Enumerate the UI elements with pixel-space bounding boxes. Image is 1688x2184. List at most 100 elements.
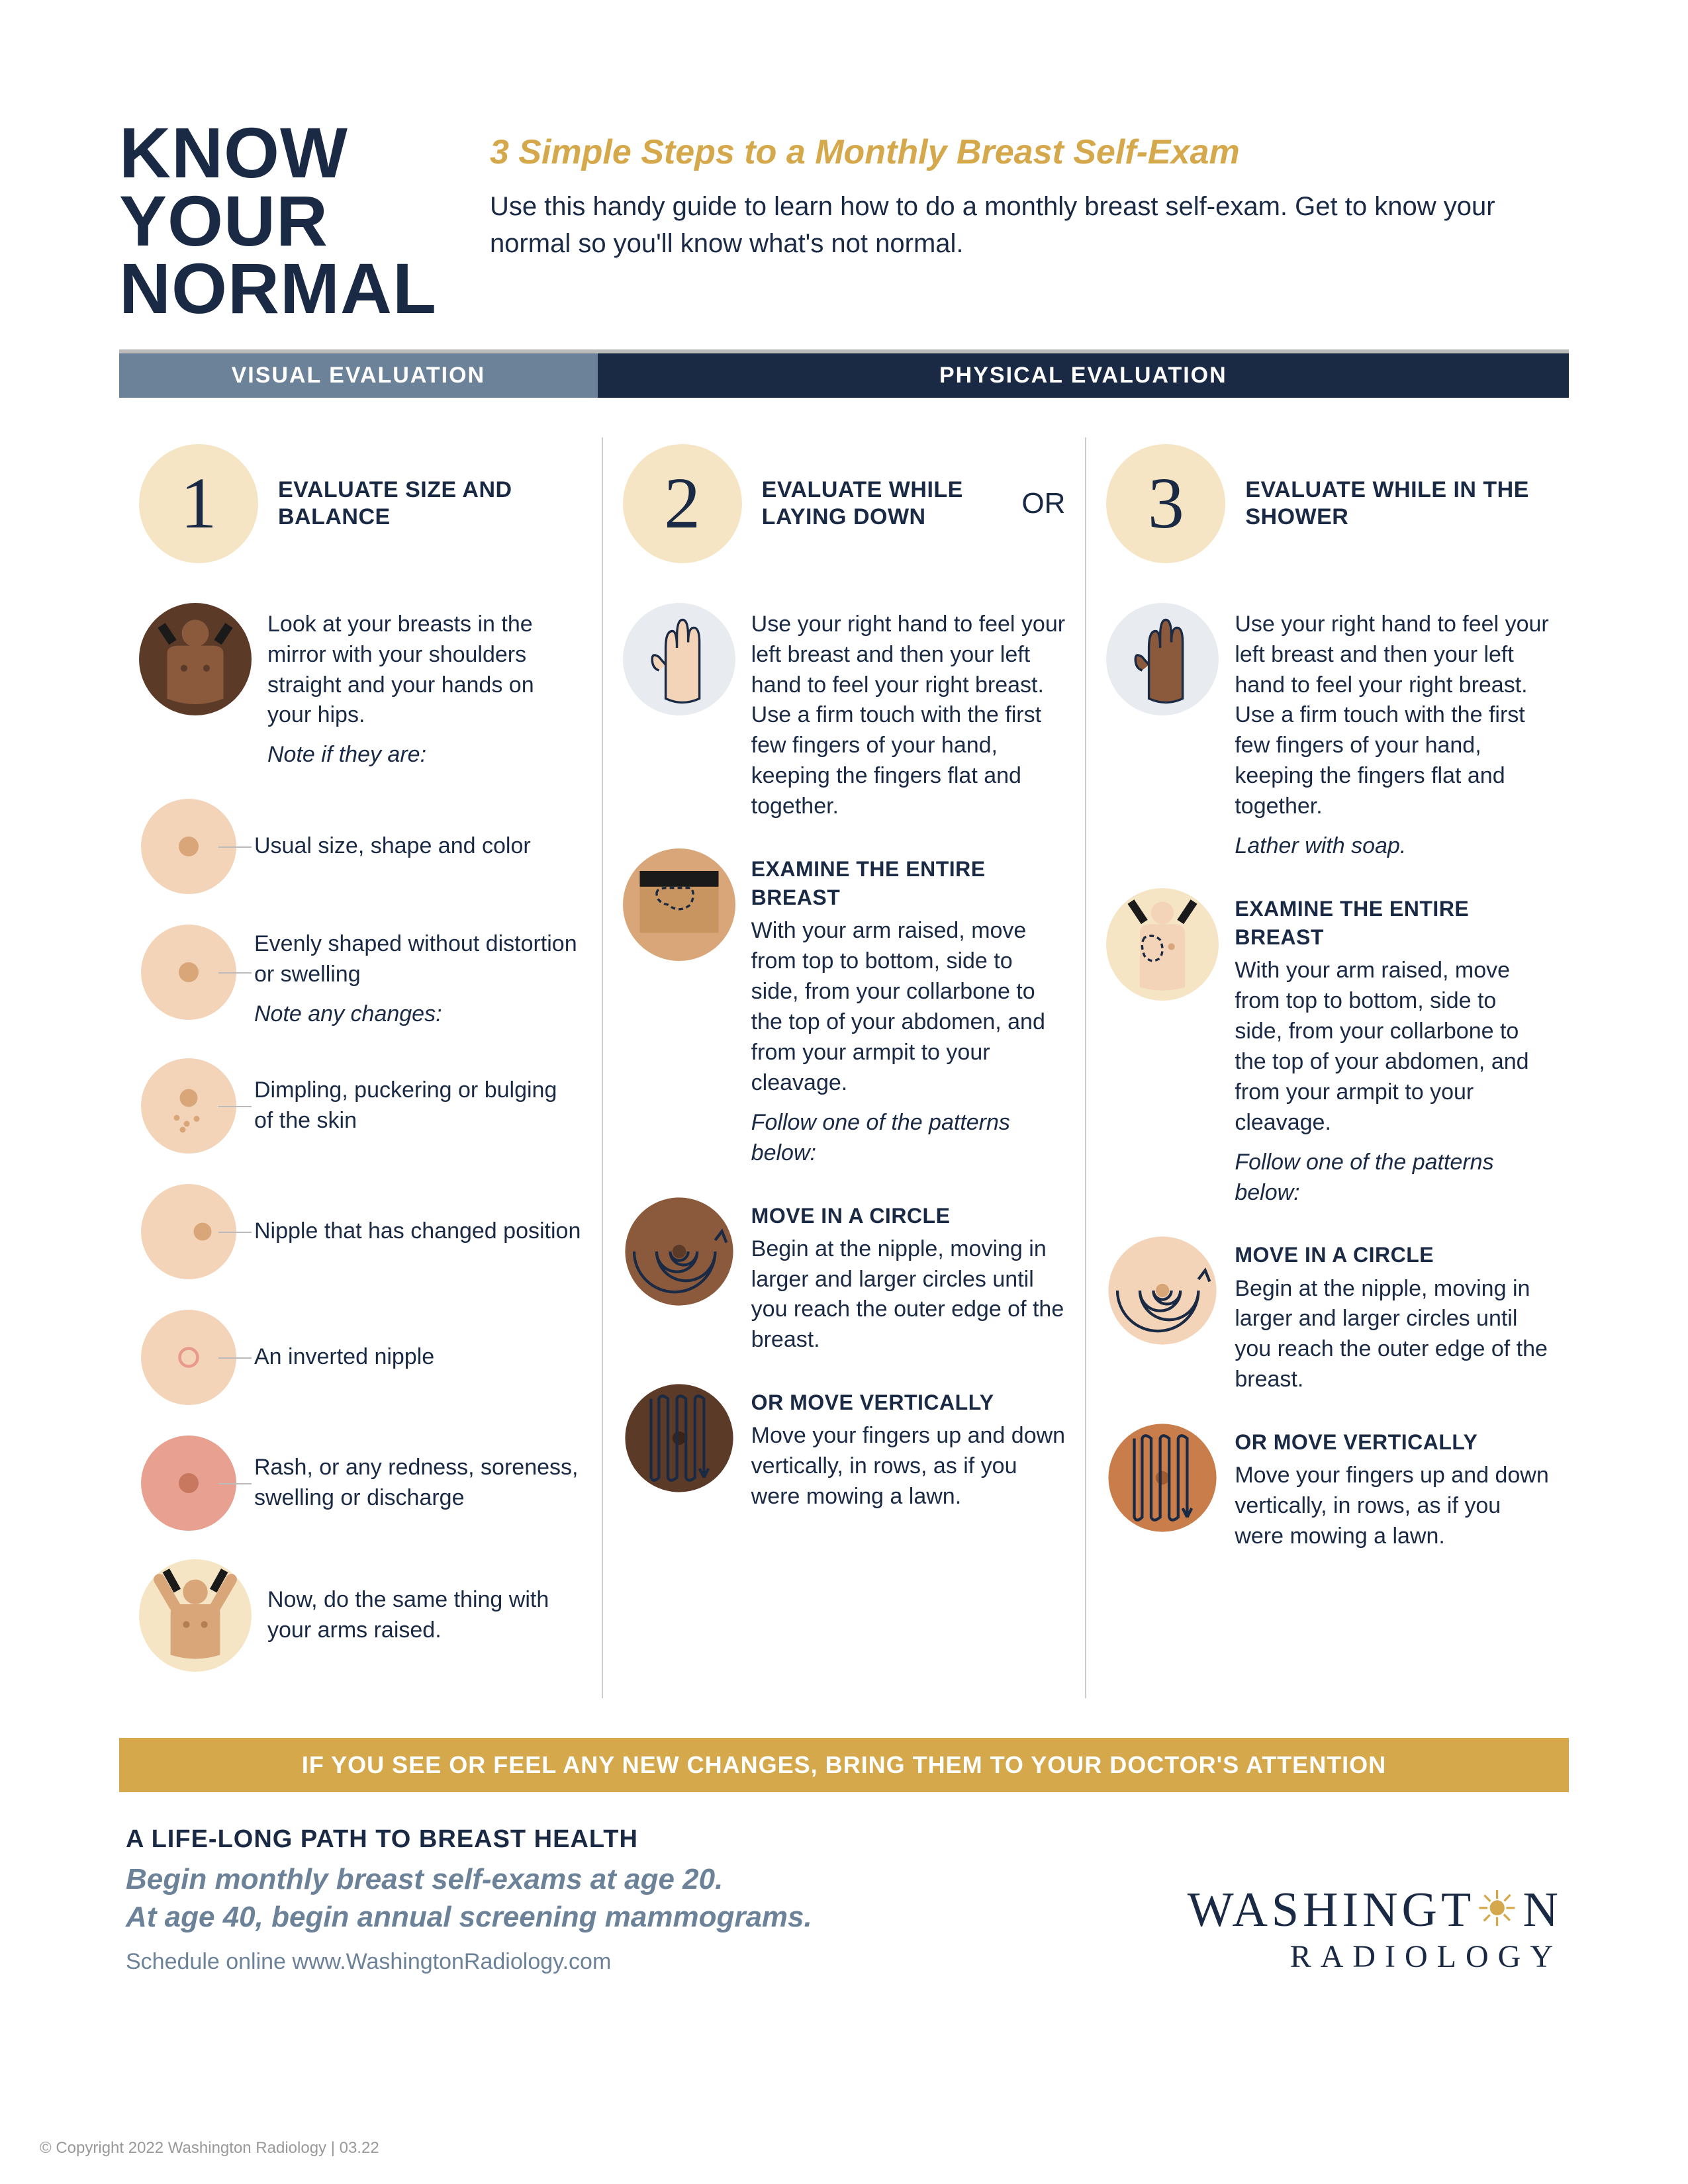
item-examine-laying: EXAMINE THE ENTIRE BREAST With your arm … [623,848,1066,1169]
lather-note: Lather with soap. [1235,831,1549,862]
usual-size-text: Usual size, shape and color [254,831,531,862]
subtitle-block: 3 Simple Steps to a Monthly Breast Self-… [490,119,1569,323]
footer-heading: A LIFE-LONG PATH TO BREAST HEALTH [126,1825,1188,1854]
item-evenly-shaped: Evenly shaped without distortion or swel… [139,923,582,1030]
step1-header: 1 EVALUATE SIZE AND BALANCE [139,437,582,570]
breast-rash-icon [139,1433,238,1533]
circle-heading-2: MOVE IN A CIRCLE [751,1202,1066,1230]
vertical-pattern-med-icon [1106,1422,1219,1534]
examine-heading-3: EXAMINE THE ENTIRE BREAST [1235,895,1549,952]
circle-heading-3: MOVE IN A CIRCLE [1235,1241,1549,1269]
examine-body-2: With your arm raised, move from top to b… [751,918,1045,1095]
footer-sub: Begin monthly breast self-exams at age 2… [126,1860,1188,1936]
circle-laying-text: MOVE IN A CIRCLE Begin at the nipple, mo… [751,1195,1066,1356]
item-arms-raised: Now, do the same thing with your arms ra… [139,1559,582,1672]
step1-title: EVALUATE SIZE AND BALANCE [278,477,582,531]
step2-number: 2 [623,444,742,563]
column-laying-down: 2 EVALUATE WHILE LAYING DOWN OR Use your… [602,437,1086,1698]
circle-body-2: Begin at the nipple, moving in larger an… [751,1236,1064,1353]
item-rash: Rash, or any redness, soreness, swelling… [139,1433,582,1533]
main-title-block: KNOW YOUR NORMAL [119,119,437,323]
dimpling-text: Dimpling, puckering or bulging of the sk… [254,1075,582,1136]
examine-body-3: With your arm raised, move from top to b… [1235,958,1528,1134]
main-title-line1: KNOW [119,119,437,187]
column-shower: 3 EVALUATE WHILE IN THE SHOWER Use your … [1085,437,1569,1698]
examine-heading-2: EXAMINE THE ENTIRE BREAST [751,855,1066,912]
evenly-shaped-text: Evenly shaped without distortion or swel… [254,923,582,1030]
footer-link: Schedule online www.WashingtonRadiology.… [126,1949,1188,1975]
breast-even-icon [139,923,238,1022]
rash-text: Rash, or any redness, soreness, swelling… [254,1453,582,1514]
hand-shower-text: Use your right hand to feel your left br… [1235,603,1549,862]
logo-pre: WASHINGT [1188,1883,1475,1937]
vert-heading-3: OR MOVE VERTICALLY [1235,1428,1549,1457]
footer: A LIFE-LONG PATH TO BREAST HEALTH Begin … [119,1825,1569,1975]
follow-pattern-3: Follow one of the patterns below: [1235,1148,1549,1208]
hand-dark-icon [1106,603,1219,715]
columns: 1 EVALUATE SIZE AND BALANCE Look at your… [119,437,1569,1698]
main-title-line2: YOUR [119,187,437,255]
hand-light-icon [623,603,735,715]
vert-body-2: Move your fingers up and down vertically… [751,1423,1065,1509]
examine-shower-text: EXAMINE THE ENTIRE BREAST With your arm … [1235,888,1549,1208]
circle-pattern-dark-icon [623,1195,735,1308]
item-vertical-laying: OR MOVE VERTICALLY Move your fingers up … [623,1382,1066,1512]
step3-number: 3 [1106,444,1225,563]
hand-instruction-3: Use your right hand to feel your left br… [1235,612,1548,819]
breast-normal-icon [139,797,238,896]
examine-standing-icon [1106,888,1219,1001]
sun-o-icon: ☀ [1475,1881,1523,1938]
breast-dimpling-icon [139,1056,238,1156]
intro-text: Use this handy guide to learn how to do … [490,188,1569,262]
inverted-text: An inverted nipple [254,1342,434,1373]
vert-body-3: Move your fingers up and down vertically… [1235,1463,1548,1549]
item-circle-shower: MOVE IN A CIRCLE Begin at the nipple, mo… [1106,1234,1549,1395]
warning-bar: IF YOU SEE OR FEEL ANY NEW CHANGES, BRIN… [119,1738,1569,1792]
footer-sub2: At age 40, begin annual screening mammog… [126,1901,812,1933]
vert-heading-2: OR MOVE VERTICALLY [751,1388,1066,1417]
vertical-shower-text: OR MOVE VERTICALLY Move your fingers up … [1235,1422,1549,1552]
vertical-pattern-dark-icon [623,1382,735,1494]
note-if-they-are: Note if they are: [267,740,582,770]
or-label: OR [1021,487,1065,520]
item-mirror: Look at your breasts in the mirror with … [139,603,582,770]
subtitle: 3 Simple Steps to a Monthly Breast Self-… [490,132,1569,172]
examine-laying-text: EXAMINE THE ENTIRE BREAST With your arm … [751,848,1066,1169]
item-hand-shower: Use your right hand to feel your left br… [1106,603,1549,862]
step2-header: 2 EVALUATE WHILE LAYING DOWN OR [623,437,1066,570]
logo: WASHINGT☀N RADIOLOGY [1188,1881,1562,1975]
logo-main: WASHINGT☀N [1188,1881,1562,1938]
circle-shower-text: MOVE IN A CIRCLE Begin at the nipple, mo… [1235,1234,1549,1395]
circle-body-3: Begin at the nipple, moving in larger an… [1235,1276,1548,1392]
item-examine-shower: EXAMINE THE ENTIRE BREAST With your arm … [1106,888,1549,1208]
nipple-position-text: Nipple that has changed position [254,1216,581,1247]
step2-title: EVALUATE WHILE LAYING DOWN [762,477,1002,531]
item-nipple-position: Nipple that has changed position [139,1182,582,1281]
breast-nipple-shift-icon [139,1182,238,1281]
examine-laying-icon [623,848,735,961]
torso-arms-raised-icon [139,1559,252,1672]
even-shape-label: Evenly shaped without distortion or swel… [254,931,577,987]
item-dimpling: Dimpling, puckering or bulging of the sk… [139,1056,582,1156]
arms-raised-text: Now, do the same thing with your arms ra… [267,1585,582,1646]
breast-inverted-icon [139,1308,238,1407]
visual-eval-label: VISUAL EVALUATION [119,353,598,398]
item-usual-size: Usual size, shape and color [139,797,582,896]
step3-title: EVALUATE WHILE IN THE SHOWER [1245,477,1549,531]
item-vertical-shower: OR MOVE VERTICALLY Move your fingers up … [1106,1422,1549,1552]
item-inverted: An inverted nipple [139,1308,582,1407]
main-title-line3: NORMAL [119,255,437,323]
item-hand-laying: Use your right hand to feel your left br… [623,603,1066,822]
column-visual: 1 EVALUATE SIZE AND BALANCE Look at your… [119,437,602,1698]
step1-number: 1 [139,444,258,563]
item-circle-laying: MOVE IN A CIRCLE Begin at the nipple, mo… [623,1195,1066,1356]
step3-header: 3 EVALUATE WHILE IN THE SHOWER [1106,437,1549,570]
hand-laying-text: Use your right hand to feel your left br… [751,603,1066,822]
note-any-changes: Note any changes: [254,999,582,1030]
header: KNOW YOUR NORMAL 3 Simple Steps to a Mon… [119,119,1569,323]
circle-pattern-light-icon [1106,1234,1219,1347]
item-mirror-text: Look at your breasts in the mirror with … [267,603,582,770]
mirror-instruction: Look at your breasts in the mirror with … [267,612,534,728]
copyright: © Copyright 2022 Washington Radiology | … [40,2139,379,2158]
physical-eval-label: PHYSICAL EVALUATION [598,353,1569,398]
